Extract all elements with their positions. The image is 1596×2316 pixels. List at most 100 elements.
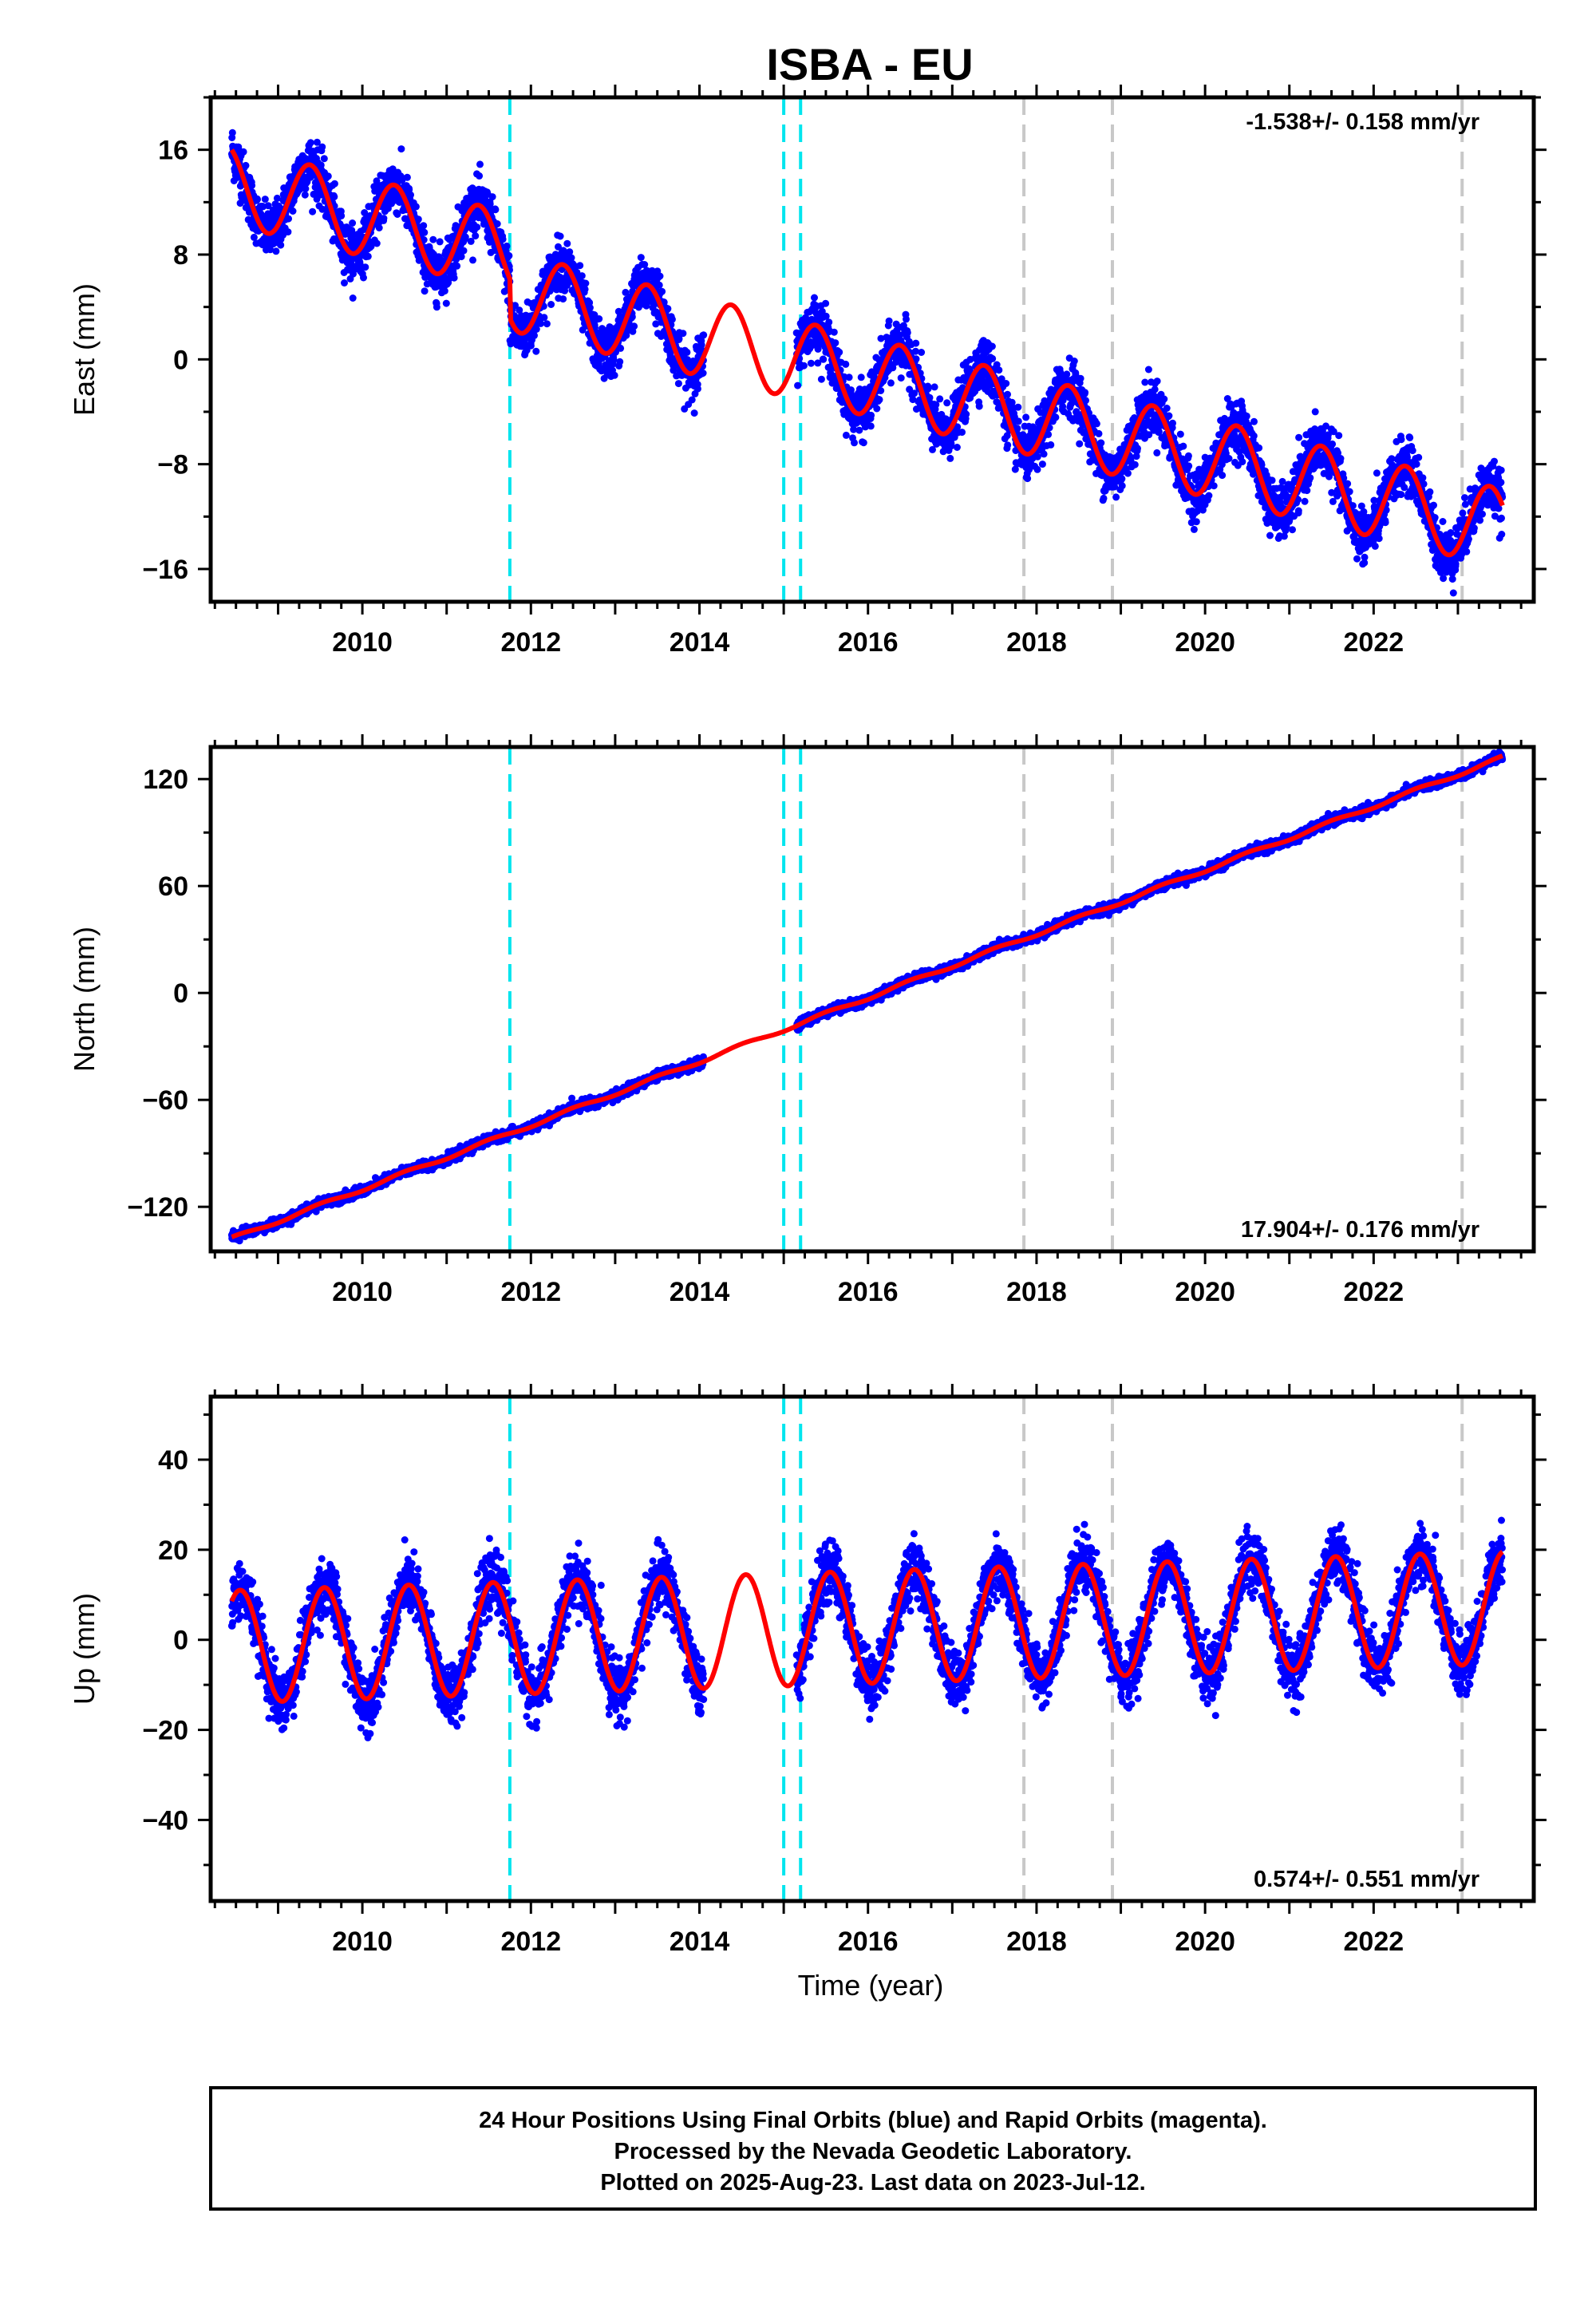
data-point <box>688 396 696 404</box>
data-point <box>460 247 468 255</box>
data-point <box>1141 378 1149 386</box>
data-point <box>1124 469 1132 477</box>
data-point <box>903 315 910 323</box>
data-point <box>873 405 881 413</box>
data-point <box>800 362 808 370</box>
data-point <box>442 299 450 307</box>
data-point <box>697 341 705 349</box>
data-point <box>375 224 383 231</box>
data-point <box>457 253 465 261</box>
data-point <box>1076 440 1084 448</box>
data-point <box>573 268 581 276</box>
data-point <box>655 281 663 289</box>
data-point <box>1459 509 1467 517</box>
data-point <box>857 373 865 381</box>
data-point <box>946 454 954 462</box>
data-point <box>469 256 476 264</box>
data-point <box>818 307 826 315</box>
data-point <box>1063 370 1071 378</box>
data-point <box>953 444 961 451</box>
data-point <box>239 148 247 156</box>
data-point <box>1306 474 1314 482</box>
data-point <box>867 422 875 430</box>
data-point <box>1266 532 1274 539</box>
data-point <box>1412 460 1420 468</box>
data-point <box>429 235 437 243</box>
data-point <box>1464 536 1472 543</box>
data-point <box>527 342 535 350</box>
data-point <box>578 272 586 280</box>
data-point <box>1440 575 1448 583</box>
data-point <box>1002 380 1010 387</box>
data-point <box>420 222 428 230</box>
data-point <box>811 294 818 302</box>
data-point <box>859 439 867 447</box>
data-point <box>1225 455 1233 462</box>
data-point <box>1004 390 1011 398</box>
data-point <box>547 301 555 308</box>
data-point <box>875 396 883 404</box>
data-point <box>531 331 538 339</box>
data-point <box>349 294 357 302</box>
data-point <box>693 385 701 393</box>
data-point <box>1255 444 1263 452</box>
data-point <box>421 228 429 236</box>
data-point <box>320 155 328 163</box>
data-point <box>360 274 367 282</box>
data-point <box>1397 436 1405 444</box>
data-point <box>1179 442 1187 450</box>
data-point <box>1361 553 1369 561</box>
data-point <box>700 331 708 339</box>
data-point <box>264 202 272 210</box>
data-point <box>277 241 285 249</box>
data-point <box>472 232 480 240</box>
data-point <box>397 145 405 153</box>
data-point <box>361 263 369 271</box>
data-point <box>630 322 638 330</box>
data-point <box>855 426 863 434</box>
data-point <box>1153 377 1161 385</box>
data-point <box>412 203 420 211</box>
data-point <box>306 139 314 147</box>
data-point <box>699 370 707 377</box>
data-point <box>330 193 338 201</box>
data-point <box>1408 447 1416 455</box>
data-point <box>1301 497 1309 505</box>
data-point <box>912 339 920 347</box>
data-point <box>261 196 269 204</box>
data-point <box>467 237 475 245</box>
data-point <box>537 319 544 327</box>
data-point <box>473 223 481 231</box>
data-point <box>1415 453 1423 461</box>
data-point <box>1095 429 1103 437</box>
data-point <box>1022 413 1030 421</box>
data-point <box>488 193 496 201</box>
data-point <box>516 306 523 314</box>
data-point <box>822 299 830 307</box>
data-point <box>556 232 564 240</box>
data-point <box>842 431 850 439</box>
data-point <box>503 242 511 250</box>
data-point <box>1040 450 1048 458</box>
data-point <box>628 313 636 321</box>
data-point <box>1461 494 1468 502</box>
data-point <box>832 339 839 347</box>
data-point <box>364 252 372 260</box>
data-point <box>582 279 590 287</box>
data-point <box>1268 476 1276 484</box>
data-point <box>610 371 618 379</box>
data-point <box>1070 358 1078 365</box>
data-point <box>1371 542 1379 550</box>
data-point <box>272 247 280 255</box>
data-point <box>1184 452 1192 460</box>
data-point <box>254 196 261 204</box>
data-point <box>1131 460 1139 468</box>
data-point <box>302 185 310 192</box>
data-point <box>1185 462 1193 470</box>
data-point <box>1426 488 1434 496</box>
data-point <box>622 288 630 296</box>
data-point <box>814 359 822 367</box>
data-point <box>420 236 428 243</box>
data-point <box>1219 472 1227 480</box>
data-point <box>962 410 970 418</box>
